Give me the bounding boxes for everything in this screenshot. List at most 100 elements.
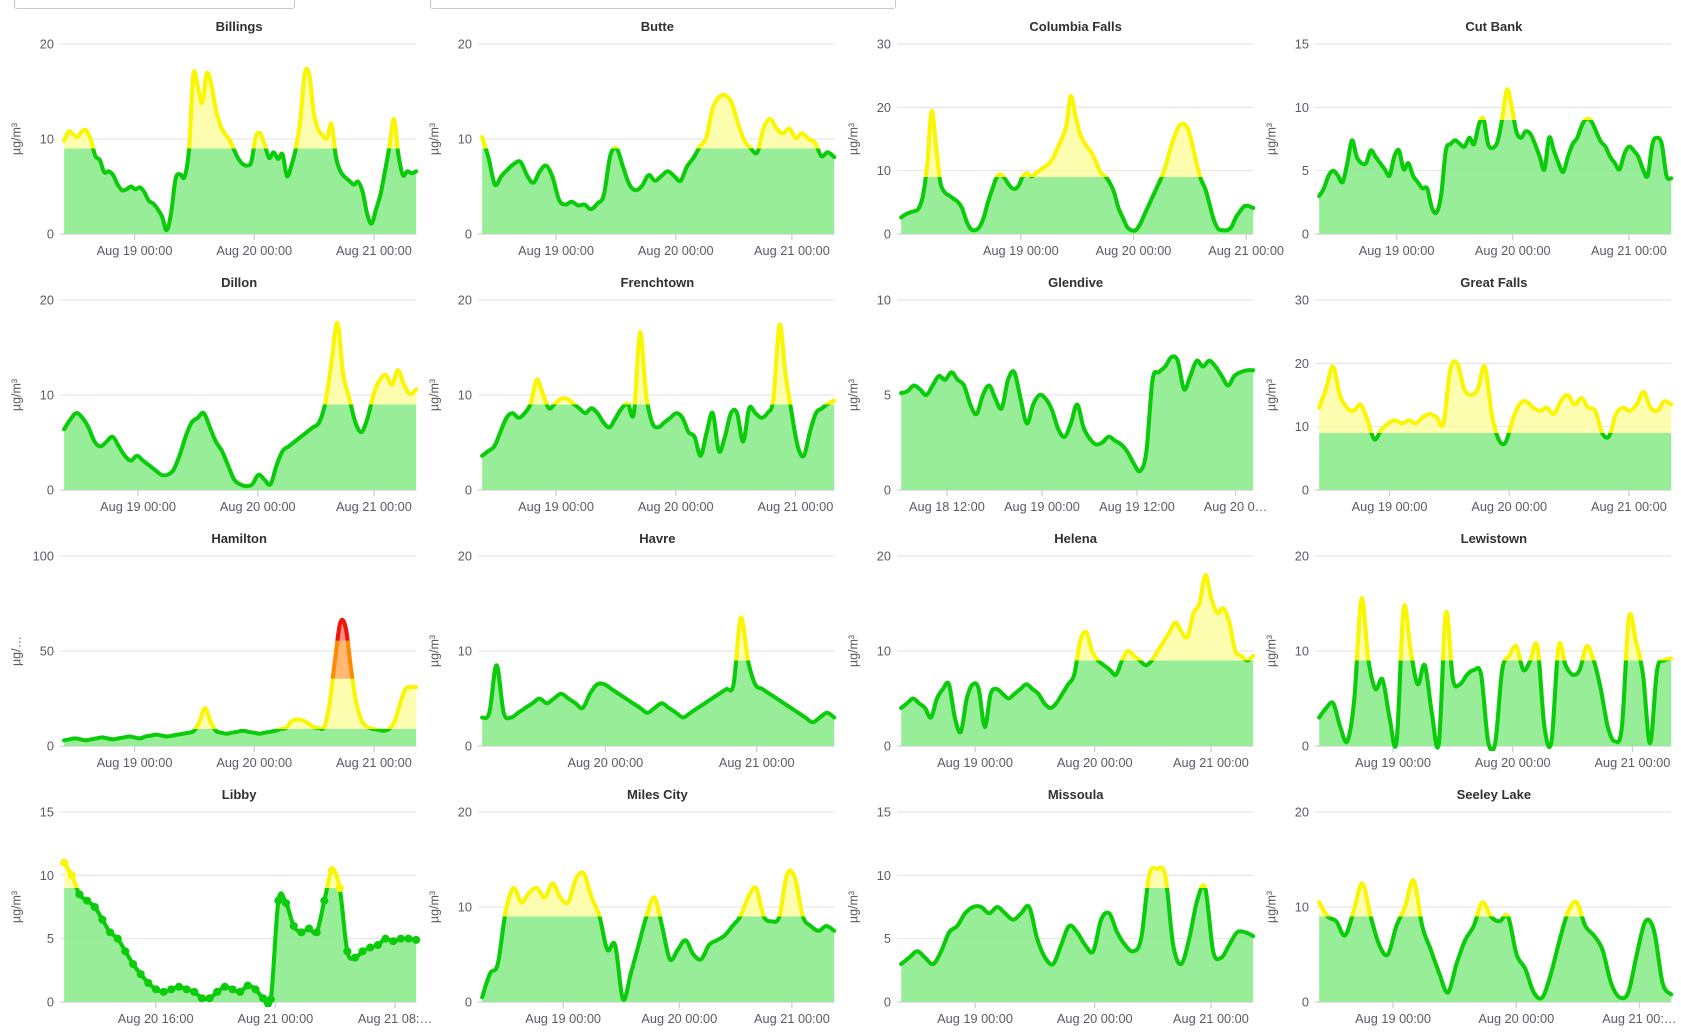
series-area-band <box>482 916 835 1002</box>
x-tick-label: Aug 20 00:00 <box>642 1012 718 1026</box>
data-point-marker <box>327 866 337 875</box>
charts-grid: Billings 0 10 20 µg/m³ Aug 19 00:00 Aug 20 00:… <box>0 14 1681 1036</box>
x-tick-label: Aug 21 08:… <box>358 1012 432 1026</box>
y-tick-label: 20 <box>1295 806 1309 820</box>
chart-plot-area[interactable]: 0 10 20 µg/m³ Aug 19 00:00 Aug 20 00:00 Aug 21… <box>424 292 838 518</box>
y-tick-label: 20 <box>458 38 472 52</box>
series-area-band <box>1318 916 1671 1002</box>
series-area-band <box>482 660 835 746</box>
y-axis-unit-label: µg/m³ <box>1264 123 1278 155</box>
data-point-marker <box>335 884 344 892</box>
chart-plot-area[interactable]: 0 10 20 µg/m³ Aug 19 00:00 Aug 20 00:00 Aug 21… <box>1261 804 1676 1030</box>
y-axis-unit-label: µg/m³ <box>846 891 860 923</box>
data-point-marker <box>105 928 115 937</box>
chart-plot-area[interactable]: 0 10 20 µg/m³ Aug 19 00:00 Aug 20 00:00 Aug 21… <box>1261 548 1675 774</box>
y-axis-unit-label: µg/m³ <box>846 123 860 155</box>
page-header <box>0 0 1681 12</box>
y-tick-label: 5 <box>47 932 54 946</box>
chart-plot-area[interactable]: 0 50 100 µg/… Aug 19 00:00 Aug 20 00:00 Aug 21… <box>6 548 420 774</box>
series-line-band <box>62 404 374 489</box>
data-point-marker <box>197 994 206 1003</box>
x-tick-label: Aug 19 00:00 <box>1355 756 1431 770</box>
series-line-band <box>480 404 831 459</box>
y-tick-label: 0 <box>883 484 890 498</box>
chart-title: Cut Bank <box>1465 19 1523 34</box>
chart-title: Dillon <box>221 275 258 290</box>
x-tick-label: Aug 21 00:00 <box>336 500 412 514</box>
y-tick-label: 10 <box>876 869 890 883</box>
y-tick-label: 10 <box>458 901 472 915</box>
data-point-marker <box>289 922 298 930</box>
data-point-marker <box>404 934 413 943</box>
y-axis-unit-label: µg/m³ <box>1264 379 1278 411</box>
series-area-band <box>64 404 417 490</box>
chart-plot-area[interactable]: 0 10 20 µg/m³ Aug 19 00:00 Aug 20 00:00 Aug 21… <box>424 804 838 1030</box>
chart-plot-area[interactable]: 0 10 20 µg/m³ Aug 19 00:00 Aug 20 00:00 Aug 21… <box>424 36 838 262</box>
y-axis-unit-label: µg/m³ <box>427 891 441 923</box>
data-point-marker <box>228 985 237 994</box>
chart-plot-area[interactable]: 0 10 20 30 µg/m³ Aug 19 00:00 Aug 20 00:00 Aug … <box>843 36 1284 262</box>
x-tick-label: Aug 20 00:00 <box>1471 500 1547 514</box>
x-tick-label: Aug 20 00:00 <box>216 244 292 258</box>
data-point-marker <box>236 987 245 996</box>
truncated-dropdown-right[interactable] <box>430 0 896 9</box>
data-point-marker <box>312 928 321 937</box>
chart-plot-area[interactable]: 0 5 10 15 µg/m³ Aug 19 00:00 Aug 20 00:00 Aug 2… <box>843 804 1257 1030</box>
x-tick-label: Aug 21 00:00 <box>1208 244 1284 258</box>
series-line-band <box>898 354 1255 474</box>
y-tick-label: 100 <box>33 550 54 564</box>
chart-plot-area[interactable]: 0 5 10 15 µg/m³ Aug 20 16:00 Aug 21 00:00 Aug 2… <box>6 804 432 1030</box>
x-tick-label: Aug 21 00:00 <box>1594 756 1670 770</box>
data-point-marker <box>90 903 99 911</box>
series-area-band <box>1146 867 1205 888</box>
chart-plot-area[interactable]: 0 5 10 15 µg/m³ Aug 19 00:00 Aug 20 00:00 Aug 2… <box>1261 36 1675 262</box>
y-tick-label: 15 <box>1295 38 1309 52</box>
chart-plot-area[interactable]: 0 10 20 µg/m³ Aug 19 00:00 Aug 20 00:00 Aug 21… <box>843 548 1257 774</box>
data-point-marker <box>67 871 76 880</box>
x-tick-label: Aug 21 00:00 <box>754 1012 830 1026</box>
data-point-marker <box>259 994 268 1003</box>
chart-plot-area[interactable]: 0 10 20 µg/m³ Aug 19 00:00 Aug 20 00:00 Aug 21… <box>6 292 420 518</box>
y-axis-unit-label: µg/m³ <box>9 891 23 923</box>
chart-title: Frenchtown <box>620 275 695 290</box>
x-tick-label: Aug 21 00:00 <box>1591 500 1667 514</box>
x-tick-label: Aug 19 00:00 <box>1355 1012 1431 1026</box>
chart-title: Butte <box>640 19 674 34</box>
y-tick-label: 30 <box>1295 294 1309 308</box>
series-line-band <box>1316 359 1673 433</box>
data-point-marker <box>389 937 398 946</box>
y-tick-label: 20 <box>876 550 890 564</box>
data-point-marker <box>121 947 130 956</box>
chart-card: Dillon 0 10 20 µg/m³ Aug 19 00:00 Aug 20 00:00… <box>6 274 420 518</box>
chart-card: Columbia Falls 0 10 20 30 µg/m³ Aug 19 00:00 Au… <box>843 18 1284 262</box>
chart-plot-area[interactable]: 0 10 20 30 µg/m³ Aug 19 00:00 Aug 20 00:00 Aug … <box>1261 292 1675 518</box>
y-tick-label: 10 <box>40 869 54 883</box>
x-tick-label: Aug 19 00:00 <box>1358 244 1434 258</box>
y-tick-label: 10 <box>40 389 54 403</box>
data-point-marker <box>274 896 283 905</box>
y-tick-label: 10 <box>1295 420 1309 434</box>
y-tick-label: 0 <box>47 740 54 754</box>
series-line-band <box>898 660 1251 735</box>
y-tick-label: 10 <box>876 164 890 178</box>
chart-plot-area[interactable]: 0 5 10 µg/m³ Aug 18 12:00 Aug 19 00:00 Aug 19 … <box>843 292 1267 518</box>
data-point-marker <box>304 924 314 933</box>
y-tick-label: 0 <box>1302 228 1309 242</box>
chart-plot-area[interactable]: 0 10 20 µg/m³ Aug 19 00:00 Aug 20 00:00 Aug 21… <box>6 36 420 262</box>
x-tick-label: Aug 19 00:00 <box>518 500 594 514</box>
chart-title: Lewistown <box>1460 531 1528 546</box>
chart-card: Butte 0 10 20 µg/m³ Aug 19 00:00 Aug 20 00:00 A… <box>424 18 838 262</box>
series-area-band <box>1318 660 1671 751</box>
data-point-marker <box>358 947 367 956</box>
chart-card: Billings 0 10 20 µg/m³ Aug 19 00:00 Aug 20 00:… <box>6 18 420 262</box>
x-tick-label: Aug 19 00:00 <box>937 1012 1013 1026</box>
x-tick-label: Aug 19 00:00 <box>982 244 1058 258</box>
truncated-dropdown-left[interactable] <box>14 0 295 9</box>
x-tick-label: Aug 21 00:00 <box>336 244 412 258</box>
data-point-marker <box>136 970 145 979</box>
data-point-marker <box>144 979 153 987</box>
series-area-band <box>1318 433 1671 490</box>
chart-plot-area[interactable]: 0 10 20 µg/m³ Aug 20 00:00 Aug 21 00:00 <box>424 548 838 774</box>
data-point-marker <box>366 943 375 952</box>
